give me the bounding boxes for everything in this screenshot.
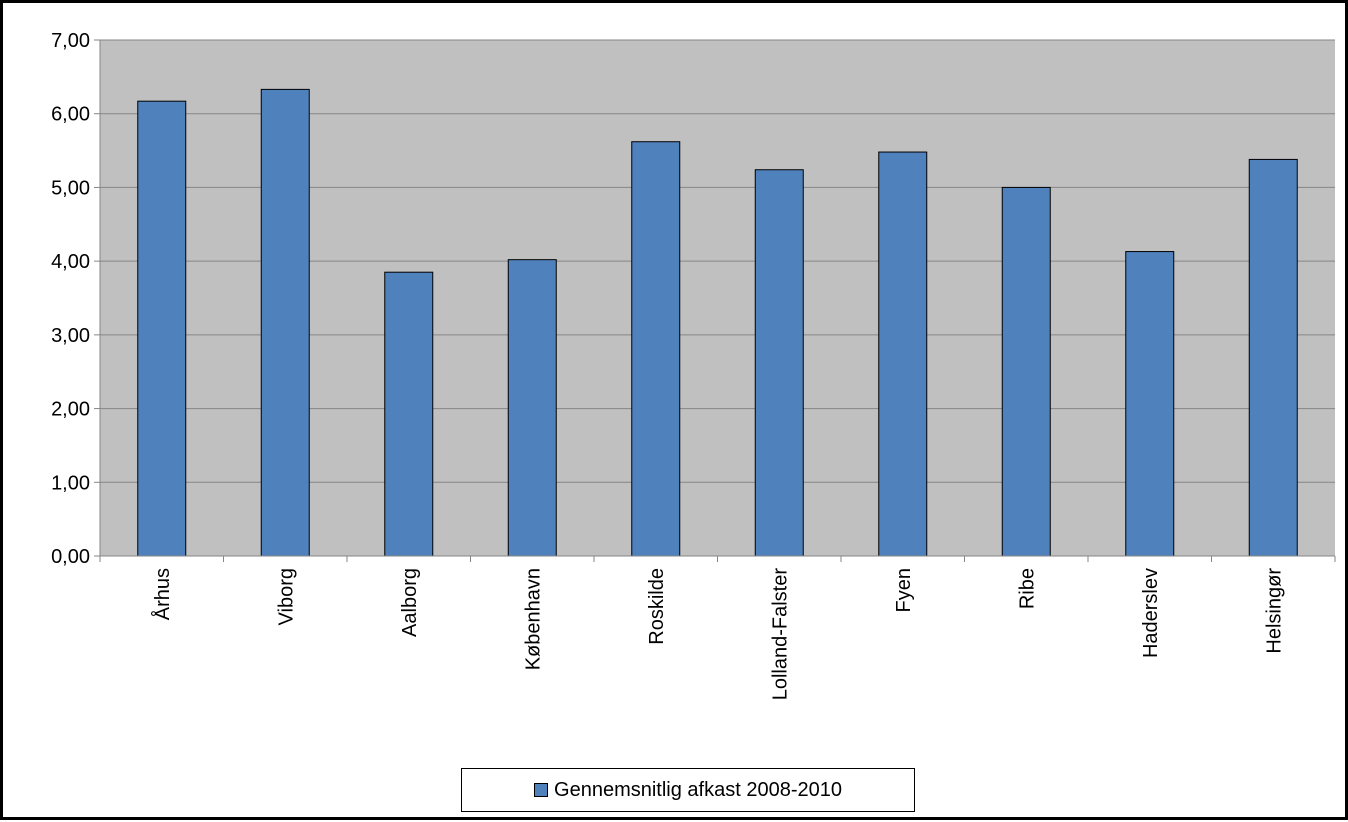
x-tick-label: Århus [151, 568, 174, 620]
legend-swatch [534, 783, 549, 797]
x-tick-label: Fyen [893, 568, 915, 612]
y-tick-label: 5,00 [51, 177, 90, 199]
y-tick-label: 3,00 [51, 325, 90, 347]
x-tick-label: Viborg [275, 568, 297, 625]
x-axis-labels: Århus Viborg Aalborg København Roskilde Lolla… [151, 568, 1286, 701]
x-tick-label: Aalborg [399, 568, 421, 637]
bar [384, 271, 434, 557]
bar [137, 100, 187, 557]
x-tick-label: Helsingør [1263, 568, 1285, 654]
y-tick-label: 7,00 [51, 30, 90, 52]
x-tick-label: København [522, 568, 544, 670]
legend: Gennemsnitlig afkast 2008-2010 [461, 768, 915, 812]
x-tick-label: Lolland-Falster [769, 568, 791, 701]
x-tick-label: Haderslev [1140, 568, 1162, 658]
y-tick-label: 2,00 [51, 399, 90, 421]
bar [1125, 251, 1175, 557]
x-tick-label: Roskilde [646, 568, 668, 645]
bar [507, 259, 557, 557]
y-axis-labels: 0,00 1,00 2,00 3,00 4,00 5,00 6,00 7,00 [51, 30, 90, 568]
bar [260, 88, 310, 557]
y-tick-label: 1,00 [51, 472, 90, 494]
bar [878, 151, 928, 557]
bar [631, 141, 681, 557]
y-tick-label: 0,00 [51, 546, 90, 568]
bar-chart: 0,00 1,00 2,00 3,00 4,00 5,00 6,00 7,00 Århus Vi… [51, 30, 1336, 701]
bar [1001, 186, 1051, 557]
bar [1248, 158, 1298, 557]
y-tick-label: 4,00 [51, 251, 90, 273]
y-tick-label: 6,00 [51, 104, 90, 126]
legend-label: Gennemsnitlig afkast 2008-2010 [554, 778, 842, 801]
bars [137, 88, 1298, 557]
axes [94, 39, 1336, 562]
x-tick-label: Ribe [1016, 568, 1038, 609]
bar [754, 169, 804, 557]
